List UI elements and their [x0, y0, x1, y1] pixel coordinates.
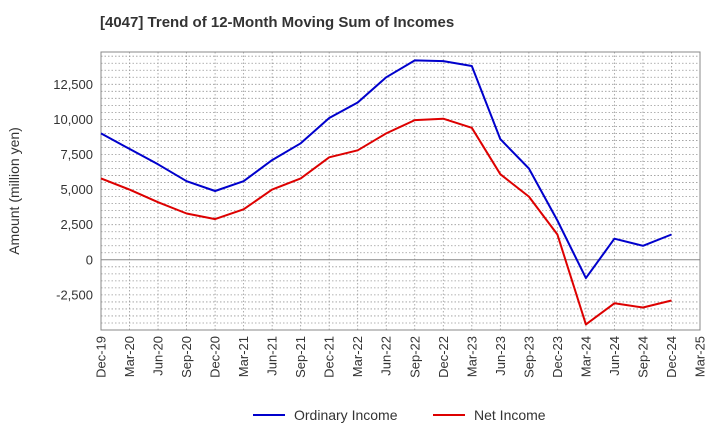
x-tick-label: Mar-22 — [350, 336, 365, 377]
series-line — [100, 59, 672, 280]
y-tick-label: 12,500 — [53, 77, 93, 92]
y-tick-label: -2,500 — [56, 287, 93, 302]
legend: Ordinary Income Net Income — [253, 407, 546, 423]
x-tick-label: Dec-20 — [208, 336, 223, 378]
x-tick-labels: Dec-19 Mar-20 Jun-20 Sep-20 Dec-20 Mar-21 Jun-… — [94, 336, 708, 378]
grid — [101, 52, 700, 331]
series-lines — [100, 59, 672, 326]
x-tick-label: Dec-19 — [94, 336, 109, 378]
x-tick-label: Sep-23 — [521, 336, 536, 378]
series-line — [100, 117, 672, 326]
x-tick-label: Sep-21 — [293, 336, 308, 378]
x-tick-label: Dec-23 — [550, 336, 565, 378]
y-tick-label: 5,000 — [60, 182, 93, 197]
x-tick-label: Dec-22 — [436, 336, 451, 378]
x-tick-label: Dec-21 — [322, 336, 337, 378]
legend-label: Ordinary Income — [294, 407, 398, 423]
x-tick-label: Jun-23 — [493, 336, 508, 376]
y-tick-label: 10,000 — [53, 112, 93, 127]
x-tick-label: Jun-21 — [265, 336, 280, 376]
x-tick-label: Jun-20 — [151, 336, 166, 376]
y-tick-label: 7,500 — [60, 147, 93, 162]
x-tick-label: Mar-23 — [464, 336, 479, 377]
y-tick-labels: -2,500 0 2,500 5,000 7,500 10,000 12,500 — [53, 77, 93, 303]
chart-title: [4047] Trend of 12-Month Moving Sum of I… — [100, 14, 455, 31]
y-tick-label: 2,500 — [60, 217, 93, 232]
x-tick-label: Mar-24 — [578, 336, 593, 377]
x-tick-label: Sep-24 — [635, 336, 650, 378]
x-tick-label: Dec-24 — [664, 336, 679, 378]
x-tick-label: Mar-25 — [693, 336, 708, 377]
x-tick-label: Mar-21 — [236, 336, 251, 377]
x-tick-label: Mar-20 — [122, 336, 137, 377]
y-axis-label: Amount (million yen) — [6, 127, 22, 255]
x-tick-label: Sep-22 — [407, 336, 422, 378]
y-tick-label: 0 — [86, 252, 93, 267]
x-tick-label: Jun-24 — [607, 336, 622, 376]
x-tick-label: Sep-20 — [179, 336, 194, 378]
x-tick-label: Jun-22 — [379, 336, 394, 376]
legend-label: Net Income — [474, 407, 546, 423]
plot-frame — [100, 51, 701, 331]
